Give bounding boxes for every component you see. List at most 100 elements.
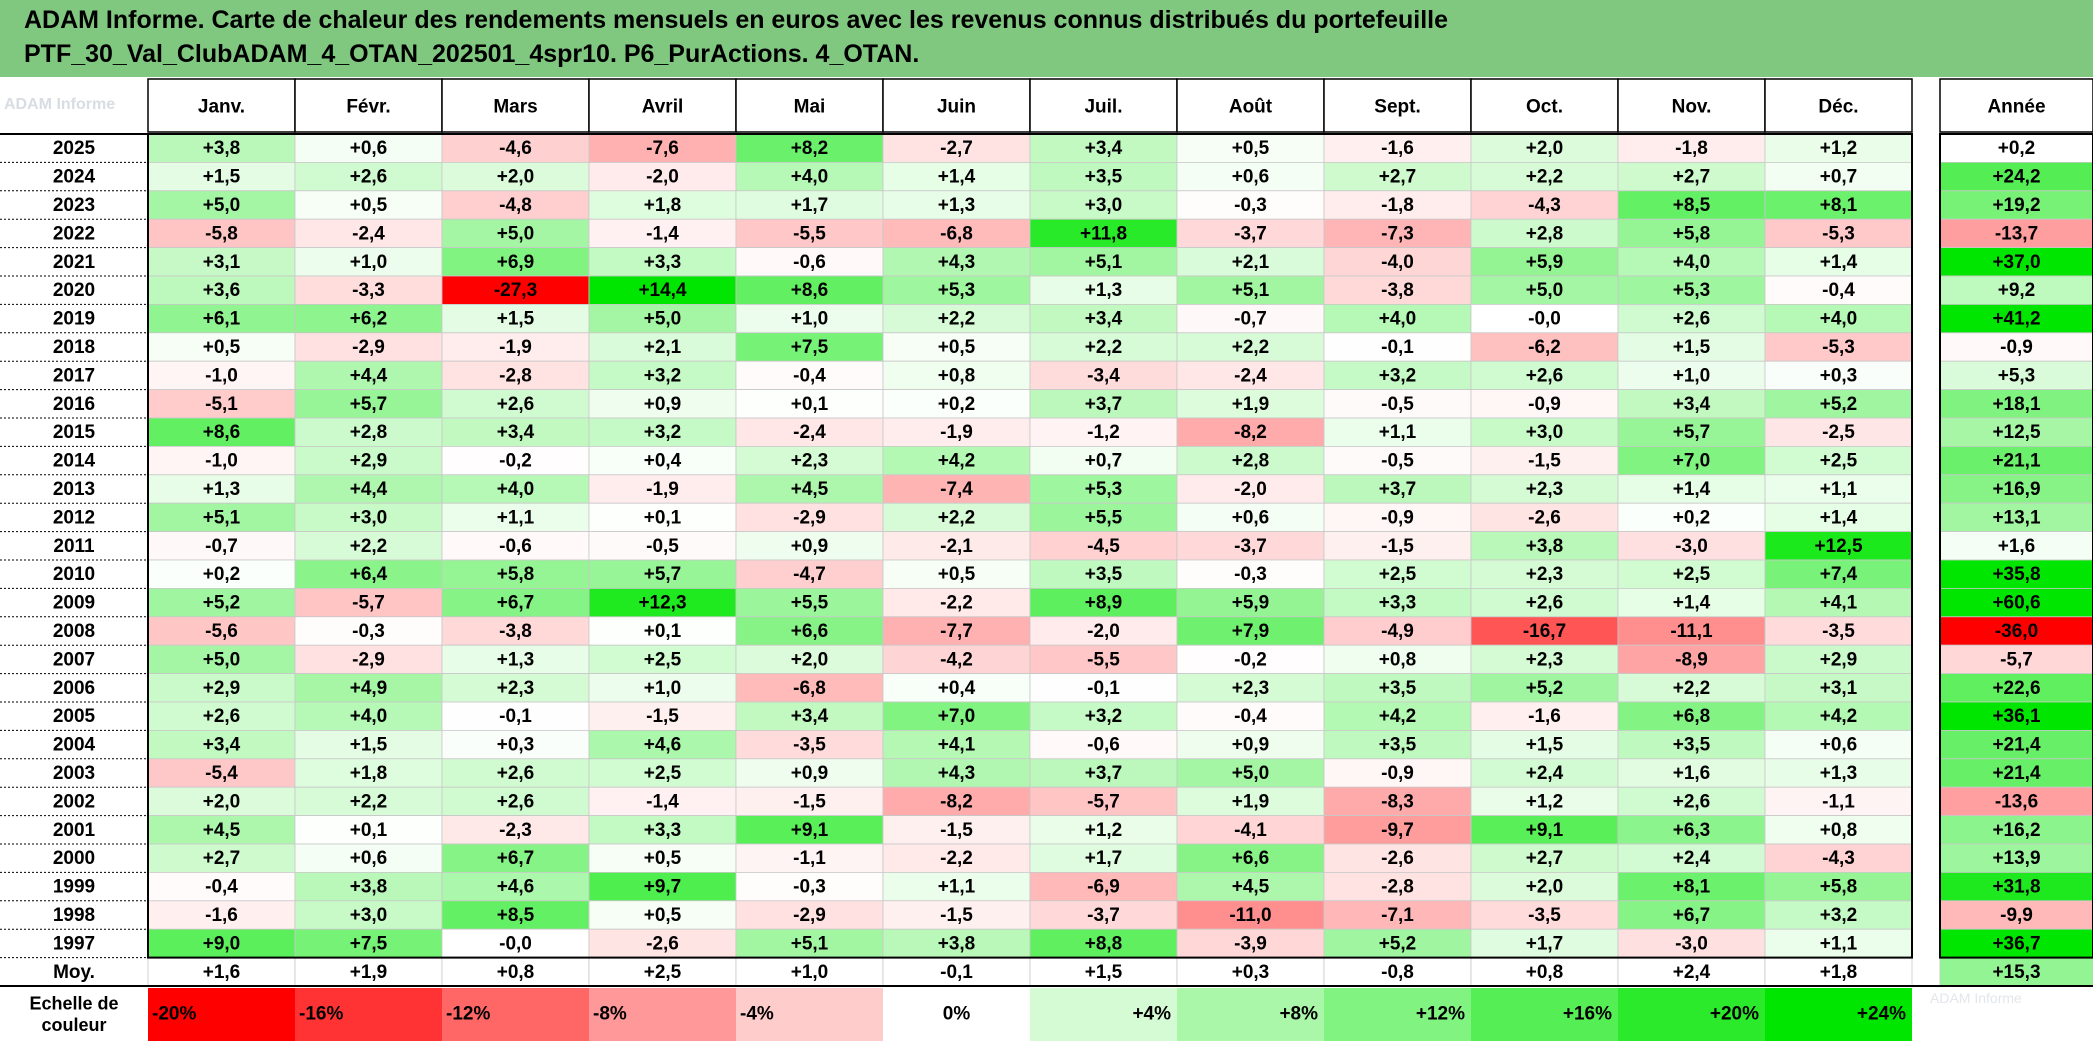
annual-cell — [1939, 900, 2093, 930]
cell-value: +4,1 — [938, 735, 976, 756]
heatmap-cell — [882, 247, 1031, 277]
average-cell — [1029, 957, 1178, 987]
heatmap-cell — [1323, 445, 1472, 476]
annual-cell — [1939, 758, 2093, 788]
heatmap-cell — [441, 218, 590, 248]
heatmap-cell — [1323, 162, 1472, 192]
cell-value: +1,4 — [1673, 593, 1711, 614]
month-header-cell — [1470, 78, 1619, 133]
heatmap-cell — [735, 616, 884, 646]
legend-swatch — [589, 988, 736, 1041]
cell-value: -9,7 — [1381, 820, 1414, 841]
cell-value: +5,0 — [1232, 763, 1270, 784]
cell-value: +0,5 — [938, 564, 976, 585]
cell-value: +2,3 — [1526, 649, 1564, 670]
cell-value: +3,7 — [1085, 763, 1123, 784]
cell-value: -0,6 — [499, 536, 532, 557]
cell-value: -1,1 — [1822, 791, 1855, 812]
cell-value: +0,7 — [1820, 167, 1858, 188]
heatmap-cell — [1470, 815, 1619, 845]
cell-value: +1,2 — [1085, 820, 1123, 841]
legend-swatch — [1765, 988, 1912, 1041]
heatmap-cell — [882, 133, 1031, 163]
cell-value: +0,1 — [791, 394, 829, 415]
month-header-6: Juin — [937, 97, 976, 118]
corner-watermark: ADAM Informe — [4, 96, 116, 113]
heatmap-cell — [1764, 587, 1913, 618]
legend-value: +4% — [1132, 1004, 1171, 1025]
cell-value: -4,6 — [499, 138, 532, 159]
heatmap-cell — [588, 247, 737, 277]
cell-value: +4,5 — [1232, 877, 1270, 898]
legend-value: +8% — [1279, 1004, 1318, 1025]
heatmap-cell — [1029, 445, 1178, 476]
heatmap-cell — [588, 815, 737, 845]
year-label-2015: 2015 — [53, 422, 96, 443]
heatmap-cell — [1176, 133, 1325, 163]
month-header-cell — [735, 78, 884, 133]
cell-value: +0,1 — [644, 621, 682, 642]
annual-value: +41,2 — [1992, 309, 2040, 330]
heatmap-cell — [1176, 474, 1325, 504]
cell-value: +2,7 — [1379, 167, 1417, 188]
cell-value: +3,2 — [1379, 365, 1417, 386]
average-value: +0,8 — [497, 962, 535, 983]
cell-value: +5,2 — [1526, 678, 1564, 699]
cell-value: -7,7 — [940, 621, 973, 642]
cell-value: +0,2 — [1673, 507, 1711, 528]
heatmap-cell — [1764, 531, 1913, 561]
year-label-2018: 2018 — [53, 337, 95, 358]
heatmap-cell — [1764, 247, 1913, 277]
cell-value: +4,4 — [350, 365, 388, 386]
cell-value: +2,3 — [1232, 678, 1270, 699]
cell-value: +5,2 — [203, 593, 241, 614]
heatmap-cell — [735, 872, 884, 902]
annual-border — [1939, 133, 2093, 959]
heatmap-cell — [1617, 730, 1766, 760]
cell-value: +1,3 — [1085, 280, 1123, 301]
cell-value: -1,0 — [205, 365, 238, 386]
cell-value: -5,6 — [205, 621, 238, 642]
annual-value: +36,1 — [1992, 706, 2041, 727]
cell-value: +2,5 — [644, 649, 682, 670]
cell-value: +2,6 — [203, 706, 241, 727]
cell-value: -4,3 — [1822, 848, 1855, 869]
cell-value: +0,9 — [791, 536, 829, 557]
cell-value: -0,4 — [205, 877, 238, 898]
heatmap-cell — [735, 815, 884, 845]
cell-value: +1,4 — [938, 167, 976, 188]
year-label-1999: 1999 — [53, 877, 95, 898]
heatmap-cell — [882, 616, 1031, 646]
cell-value: -0,5 — [1381, 451, 1414, 472]
annual-value: +21,1 — [1992, 451, 2041, 472]
heatmap-cell — [735, 162, 884, 192]
cell-value: -1,5 — [940, 820, 973, 841]
heatmap-cell — [1176, 247, 1325, 277]
year-label-2003: 2003 — [53, 763, 95, 784]
month-header-10: Oct. — [1526, 97, 1563, 118]
heatmap-cell — [1764, 218, 1913, 248]
heatmap-cell — [1029, 815, 1178, 845]
cell-value: +1,4 — [1820, 507, 1858, 528]
cell-value: -0,9 — [1381, 507, 1414, 528]
cell-value: +3,5 — [1379, 678, 1417, 699]
year-label-2013: 2013 — [53, 479, 95, 500]
cell-value: +1,1 — [497, 507, 535, 528]
heatmap-cell — [1764, 758, 1913, 788]
heatmap-cell — [294, 786, 443, 817]
cell-value: +0,2 — [938, 394, 976, 415]
cell-value: -2,9 — [352, 337, 385, 358]
cell-value: -3,4 — [1087, 365, 1120, 386]
cell-value: +3,0 — [350, 507, 388, 528]
average-value: +1,8 — [1820, 962, 1858, 983]
annual-cell — [1939, 360, 2093, 391]
cell-value: +6,7 — [1673, 905, 1711, 926]
chart-title-line-1: ADAM Informe. Carte de chaleur des rende… — [24, 6, 1449, 34]
annual-cell — [1939, 673, 2093, 703]
average-annual-cell — [1939, 957, 2093, 987]
heatmap-cell — [294, 928, 443, 959]
cell-value: +0,8 — [1820, 820, 1858, 841]
cell-value: -0,0 — [1528, 309, 1561, 330]
cell-value: +4,6 — [644, 735, 682, 756]
legend-value: -20% — [152, 1004, 196, 1025]
